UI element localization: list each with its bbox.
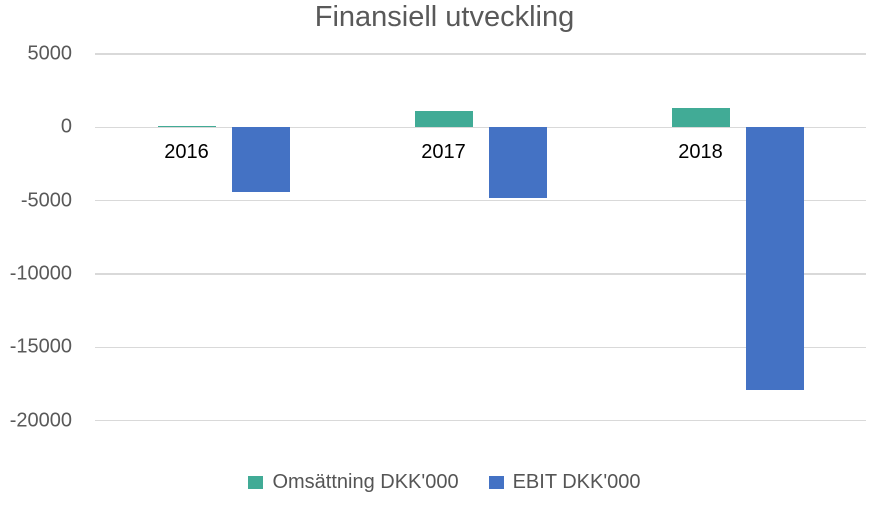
gridline [95,53,866,55]
gridline [95,126,866,129]
category-label-2018: 2018 [678,141,723,163]
y-axis-tick-label: 0 [60,115,72,138]
bar-ebit-2017 [488,127,547,198]
legend-item-ebit: EBIT DKK'000 [488,471,641,494]
category-label-2016: 2016 [164,141,209,163]
y-axis-tick-label: 5000 [27,42,73,65]
legend-label-omsattning: Omsättning DKK'000 [272,471,459,493]
y-axis-tick-label: -15000 [9,335,72,358]
gridline [95,273,866,275]
bar-ebit-2016 [231,127,290,192]
y-axis-tick-label: -10000 [9,262,72,285]
bar-omsattning-2017 [414,111,473,128]
bar-ebit-2018 [745,127,804,390]
legend-swatch-ebit-icon [488,476,504,489]
legend-label-ebit: EBIT DKK'000 [512,471,641,493]
gridline [95,199,866,202]
y-axis-tick-label: -20000 [9,409,72,432]
y-axis-tick-label: -5000 [20,189,72,212]
category-label-2017: 2017 [421,141,466,163]
bar-omsattning-2016 [157,125,216,128]
gridline [95,419,866,422]
legend: Omsättning DKK'000 EBIT DKK'000 [0,471,889,494]
chart-title: Finansiell utveckling [314,1,575,33]
legend-swatch-omsattning-icon [248,476,264,489]
gridline [95,346,866,349]
legend-item-omsattning: Omsättning DKK'000 [248,471,459,494]
bar-omsattning-2018 [671,108,730,128]
